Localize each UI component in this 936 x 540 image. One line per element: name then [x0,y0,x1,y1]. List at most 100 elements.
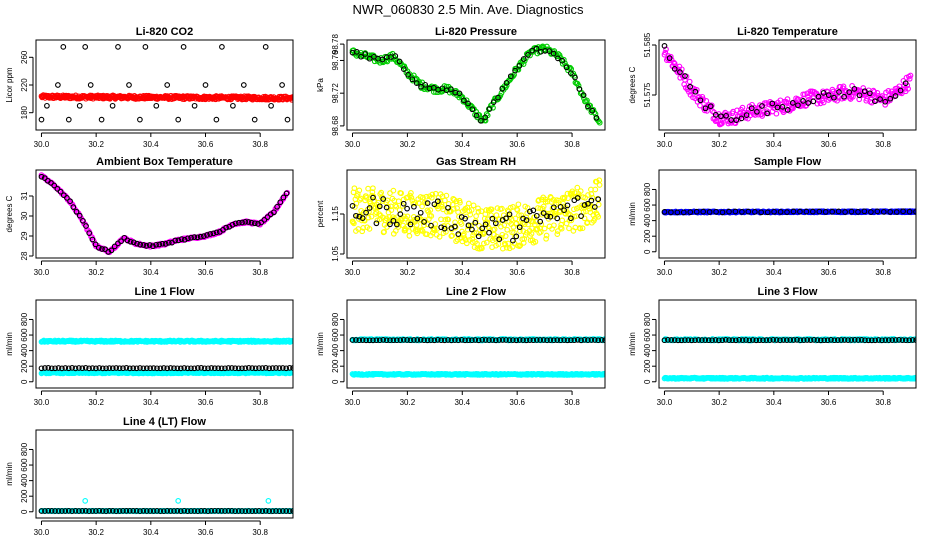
data-point [442,197,448,204]
data-point [79,365,86,372]
data-point [106,365,113,371]
y-tick-label: 200 [20,359,29,373]
y-tick-label: 800 [643,312,652,326]
data-point [64,195,70,201]
data-point [668,209,674,216]
data-point [574,195,581,201]
data-point [376,337,383,344]
data-point [544,198,551,205]
data-point [748,105,755,112]
data-point [503,79,510,86]
data-point [439,193,446,200]
x-tick-label: 30.6 [198,398,214,407]
data-point [561,337,567,343]
data-point [59,365,65,372]
data-point [770,337,777,343]
data-point [57,188,64,195]
data-point [486,337,492,343]
data-point [559,217,566,224]
data-point [350,219,356,226]
data-point [486,106,493,112]
data-point [366,337,373,344]
data-point [490,104,496,111]
data-point [797,337,804,344]
data-point [473,112,480,119]
plot-box-sample [658,169,917,259]
data-point [463,97,470,104]
data-point [508,216,515,223]
data-point [418,227,425,233]
x-tick-label: 30.4 [143,268,159,277]
data-point [461,231,467,237]
data-point [465,100,471,107]
data-point [575,82,582,89]
data-point [677,69,683,75]
data-point [264,214,271,220]
data-point [836,89,842,95]
data-point [700,208,707,215]
data-point [105,249,112,255]
data-point [245,365,252,371]
data-point [751,209,758,215]
data-point [502,233,509,239]
data-point [505,240,512,247]
points-line1 [38,337,293,377]
data-point [142,44,149,50]
panel-title-line2: Line 2 Flow [446,286,506,298]
data-point [242,219,249,225]
data-point [126,365,133,372]
data-point [687,83,693,90]
data-point [441,225,448,232]
data-point [559,57,566,64]
data-point [822,209,829,215]
data-point [563,64,570,71]
data-point [445,337,451,343]
data-point [693,208,700,215]
data-point [515,201,522,208]
data-point [490,99,497,105]
data-point [535,197,542,203]
data-point [697,97,704,104]
data-point [892,93,899,99]
data-point [851,337,858,343]
data-point [411,203,417,210]
data-point [392,53,399,59]
data-point [150,365,157,371]
data-point [232,365,239,372]
x-tick-label: 30.8 [564,268,580,277]
panel-title-pressure: Li-820 Pressure [435,26,517,38]
data-point [427,207,434,213]
data-point [251,116,258,123]
data-point [404,337,410,343]
data-point [516,224,523,231]
plot-box-ambient [35,169,294,259]
data-point [705,337,712,344]
y-tick-label: 180 [20,105,29,119]
data-point [868,209,874,215]
data-point [841,93,847,100]
data-point [99,246,105,252]
points-line2 [349,336,605,378]
data-point [795,102,801,109]
data-point [70,204,77,210]
data-point [533,337,540,343]
data-point [578,213,584,219]
data-point [82,365,89,371]
data-point [760,337,766,344]
data-point [96,365,103,371]
data-point [902,80,909,87]
data-point [365,214,372,221]
data-point [687,209,694,215]
data-point [406,233,413,239]
y-tick-label: 98.72 [331,83,340,104]
x-tick-label: 30.4 [143,140,159,149]
data-point [48,365,55,372]
data-point [349,203,356,209]
data-point [557,207,564,214]
data-point [887,95,894,102]
data-point [567,70,574,76]
data-point [279,365,286,371]
